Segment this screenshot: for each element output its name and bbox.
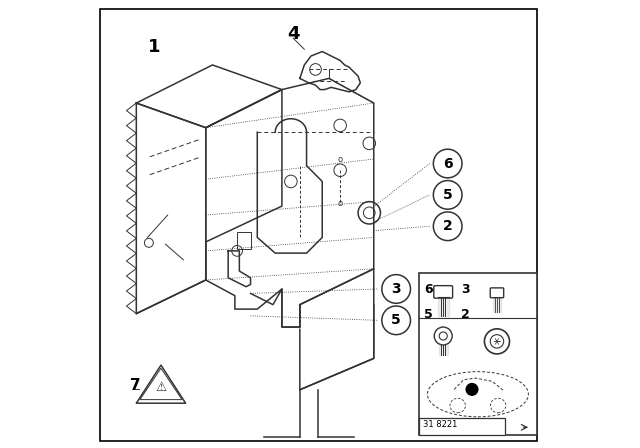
Text: 31 8221: 31 8221 bbox=[423, 420, 458, 429]
Text: 2: 2 bbox=[443, 219, 452, 233]
FancyBboxPatch shape bbox=[490, 288, 504, 298]
Circle shape bbox=[466, 383, 478, 395]
Bar bbox=[237, 232, 251, 249]
Text: 6: 6 bbox=[424, 283, 433, 296]
Text: 5: 5 bbox=[424, 308, 433, 321]
Text: 2: 2 bbox=[461, 308, 470, 321]
Bar bbox=[419, 418, 505, 435]
Bar bbox=[419, 273, 538, 435]
Text: 5: 5 bbox=[443, 188, 452, 202]
Text: o: o bbox=[337, 155, 343, 164]
FancyBboxPatch shape bbox=[434, 286, 452, 298]
Text: o: o bbox=[337, 199, 343, 208]
Text: 6: 6 bbox=[443, 156, 452, 171]
Text: ⚠: ⚠ bbox=[156, 381, 166, 394]
Text: 3: 3 bbox=[391, 282, 401, 296]
Text: 5: 5 bbox=[391, 313, 401, 327]
Text: 1: 1 bbox=[148, 38, 161, 56]
Text: 7: 7 bbox=[130, 378, 140, 393]
Text: 3: 3 bbox=[461, 283, 470, 296]
Text: 4: 4 bbox=[287, 25, 300, 43]
